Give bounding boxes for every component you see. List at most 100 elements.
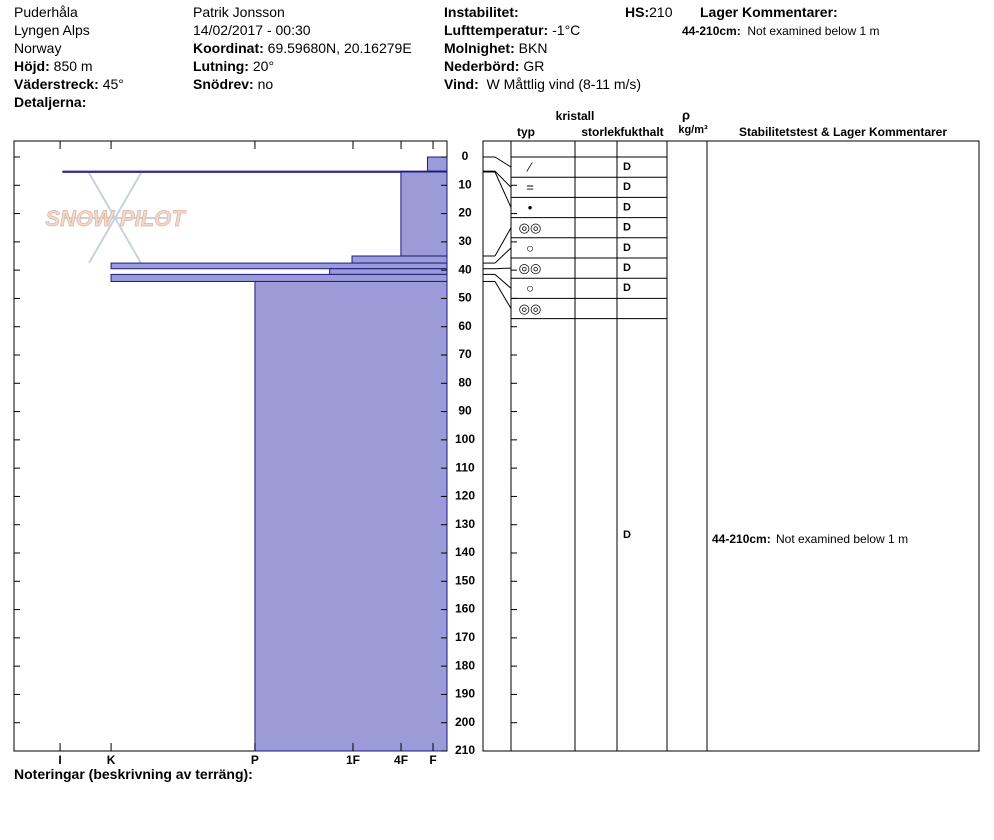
label: HS: [625,4,650,20]
y-tick-label: 60 [458,319,472,333]
label: Instabilitet: [444,4,519,20]
value: no [257,76,274,92]
y-tick-label: 40 [458,262,472,276]
connector [494,247,512,264]
label: Höjd: [14,58,50,74]
notes: Noteringar (beskrivning av terräng): [14,766,253,782]
field: Molnighet: BKN [444,39,547,57]
comment-text: Not examined below 1 m [776,532,908,546]
field: Höjd: 850 m [14,57,93,75]
hardness-layer [351,255,448,264]
column-header: ρ [682,107,690,122]
label: Snödrev: [193,76,254,92]
grain-type: ○ [526,240,534,255]
grain-type: ○ [526,281,534,296]
connector [494,156,512,168]
label: Koordinat: [193,40,264,56]
hardness-layer [426,156,448,172]
grain-type: = [526,180,534,195]
y-tick-label: 160 [455,602,475,616]
y-tick-label: 190 [455,687,475,701]
y-tick-label: 110 [455,460,475,474]
y-tick-label: 80 [458,375,472,389]
column-header: kristall [556,109,595,123]
x-tick-label: I [58,753,61,767]
field: Snödrev: no [193,75,273,93]
label: Detaljerna: [14,94,87,110]
value: BKN [518,40,548,56]
field: Väderstreck: 45° [14,75,124,93]
logo-flake [88,217,116,264]
field: HS:210 [625,3,672,21]
hardness-layer [110,262,448,270]
field: Lufttemperatur: -1°C [444,21,580,39]
grain-type: ⁄ [526,160,533,175]
connector [494,170,512,188]
connector [494,171,512,208]
logo-flake [114,217,142,264]
label: Nederbörd: [444,58,520,74]
y-tick-label: 210 [455,743,475,757]
y-tick-label: 90 [458,404,472,418]
x-tick-label: 1F [346,753,360,767]
moisture: D [623,262,631,274]
x-tick-label: F [429,753,436,767]
table-frame [482,140,980,752]
label: Lutning: [193,58,249,74]
label: Lager Kommentarer: [700,4,838,20]
connector [494,267,512,270]
hardness-layer [110,273,448,282]
column-header: fukthalt [620,125,663,139]
moisture: D [623,161,631,173]
field: Lutning: 20° [193,57,274,75]
country: Norway [14,40,62,56]
y-tick-label: 130 [455,517,475,531]
grain-type: • [528,200,533,215]
label: Lufttemperatur: [444,22,549,38]
datetime: 14/02/2017 - 00:30 [193,22,311,38]
y-tick-label: 120 [455,489,475,503]
value: GR [523,58,545,74]
moisture: D [623,282,631,294]
moisture: D [623,222,631,234]
y-tick-label: 0 [462,149,469,163]
comment-range: 44-210cm: [682,24,741,38]
moisture: D [623,181,631,193]
y-tick-label: 70 [458,347,472,361]
value: 850 m [53,58,93,74]
field: Koordinat: 69.59680N, 20.16279E [193,39,412,57]
comment-text: Not examined below 1 m [747,24,880,38]
value: W Måttlig vind (8-11 m/s) [486,76,642,92]
moisture: D [623,201,631,213]
value: -1°C [552,22,581,38]
grain-type: ◎◎ [519,301,542,316]
grain-type: ◎◎ [519,261,542,276]
y-tick-label: 140 [455,545,475,559]
x-tick-label: P [251,753,259,767]
label: Molnighet: [444,40,515,56]
hardness-layer [62,170,448,173]
y-tick-label: 200 [455,715,475,729]
range: Lyngen Alps [14,22,90,38]
grain-type: ◎◎ [519,220,542,235]
hardness-layer [400,171,448,257]
y-tick-label: 180 [455,658,475,672]
y-tick-label: 20 [458,206,472,220]
value: 45° [102,76,124,92]
column-header: typ [517,125,535,139]
y-tick-label: 150 [455,573,475,587]
connector [494,281,512,309]
hardness-layer [254,280,448,752]
field: Lager Kommentarer: [700,3,838,21]
logo-flake [88,172,116,219]
logo: SNOW PILOT [45,206,186,231]
hardness-layer [329,268,448,275]
site: Puderhåla [14,4,78,20]
connector [494,274,512,289]
column-header: kg/m³ [678,124,708,136]
y-tick-label: 170 [455,630,475,644]
moisture: D [623,529,631,541]
y-tick-label: 100 [455,432,475,446]
column-header: storlek [581,125,621,139]
